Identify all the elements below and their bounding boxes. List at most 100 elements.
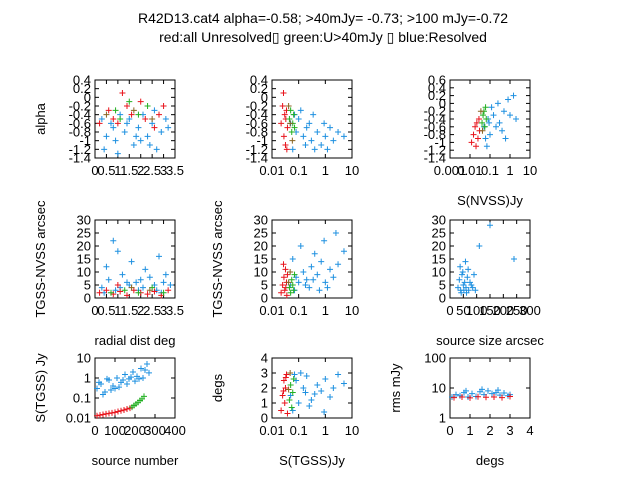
data-point — [158, 129, 165, 135]
y-tick-label: 0.01 — [66, 411, 91, 426]
data-point — [483, 394, 489, 401]
data-point — [121, 287, 128, 294]
data-point — [115, 408, 121, 415]
series-blue — [94, 361, 152, 398]
y-tick-label: -1.4 — [246, 151, 268, 166]
data-point — [124, 381, 130, 388]
data-point — [124, 103, 130, 109]
data-point — [303, 124, 310, 131]
y-tick-label: -1.2 — [246, 142, 268, 157]
y-tick-label: 5 — [439, 278, 446, 293]
y-tick-label: -0.6 — [246, 116, 268, 131]
y-tick-label: 10 — [77, 265, 91, 280]
x-tick-label: 3 — [160, 303, 167, 318]
data-point — [310, 276, 317, 283]
y-tick-label: 0.4 — [250, 73, 268, 88]
data-point — [128, 284, 135, 291]
data-point — [289, 389, 296, 396]
y-tick-label: 0 — [84, 90, 91, 105]
data-point — [476, 243, 483, 249]
data-point — [279, 103, 286, 109]
x-tick-label: 2.5 — [143, 303, 161, 318]
data-point — [284, 124, 291, 131]
data-point — [464, 274, 471, 281]
data-point — [151, 107, 158, 114]
x-tick-label: 1.5 — [120, 163, 138, 178]
x-tick-label: 3.5 — [166, 163, 184, 178]
y-tick-label: 10 — [254, 265, 268, 280]
y-tick-label: 0.4 — [73, 73, 91, 88]
x-axis-label: radial dist deg — [95, 333, 176, 348]
x-tick-label: 200 — [492, 303, 514, 318]
data-point — [327, 394, 334, 400]
data-point — [285, 103, 292, 109]
data-point — [96, 120, 103, 127]
data-point — [97, 412, 103, 419]
series-red — [278, 371, 291, 417]
plot-frame — [94, 79, 176, 159]
data-point — [126, 98, 133, 105]
x-tick-label: 1 — [466, 423, 473, 438]
data-point — [302, 389, 309, 396]
data-point — [110, 237, 117, 244]
data-point — [291, 124, 298, 131]
data-point — [105, 107, 112, 114]
data-point — [103, 287, 110, 294]
data-point — [286, 116, 293, 122]
data-point — [507, 393, 513, 400]
data-point — [459, 271, 465, 278]
y-axis-label: alpha — [33, 102, 48, 135]
y-tick-label: 20 — [254, 239, 268, 254]
y-tick-label: 1 — [261, 396, 268, 411]
data-point — [288, 404, 295, 411]
data-point — [496, 119, 503, 126]
y-tick-label: 0.4 — [428, 80, 446, 95]
y-tick-label: 1 — [84, 371, 91, 386]
data-point — [287, 370, 294, 376]
x-tick-label: 0.01 — [457, 163, 482, 178]
y-tick-label: 0 — [439, 96, 446, 111]
data-point — [287, 382, 294, 388]
data-point — [462, 258, 469, 265]
data-point — [112, 107, 119, 114]
data-point — [103, 133, 110, 140]
data-point — [120, 376, 126, 383]
data-point — [485, 387, 491, 394]
data-point — [308, 263, 315, 270]
series-blue — [455, 222, 517, 296]
x-tick-label: 0 — [446, 303, 453, 318]
data-point — [156, 253, 162, 260]
data-point — [499, 127, 506, 134]
data-point — [340, 133, 347, 140]
y-tick-label: -1.4 — [69, 151, 91, 166]
data-point — [160, 103, 167, 109]
data-point — [463, 387, 469, 394]
data-point — [290, 287, 297, 294]
x-tick-label: 0.01 — [259, 423, 284, 438]
data-point — [280, 274, 287, 281]
series-blue — [98, 107, 172, 157]
series-brown — [128, 284, 153, 294]
data-point — [140, 375, 146, 381]
data-point — [330, 137, 337, 144]
data-point — [114, 150, 121, 157]
y-tick-label: 25 — [77, 226, 91, 241]
data-point — [124, 406, 130, 413]
data-point — [128, 258, 135, 265]
data-point — [511, 256, 517, 262]
series-green — [129, 393, 147, 411]
data-point — [469, 284, 476, 291]
y-tick-label: 30 — [77, 213, 91, 228]
data-point — [144, 361, 150, 368]
data-point — [474, 135, 481, 142]
x-tick-label: 10 — [523, 163, 537, 178]
data-point — [144, 291, 151, 298]
y-tick-label: 15 — [254, 252, 268, 267]
data-point — [162, 271, 169, 278]
data-point — [98, 116, 105, 122]
data-point — [280, 388, 287, 394]
series-blue — [480, 92, 520, 150]
data-point — [322, 376, 329, 382]
data-point — [477, 108, 484, 115]
